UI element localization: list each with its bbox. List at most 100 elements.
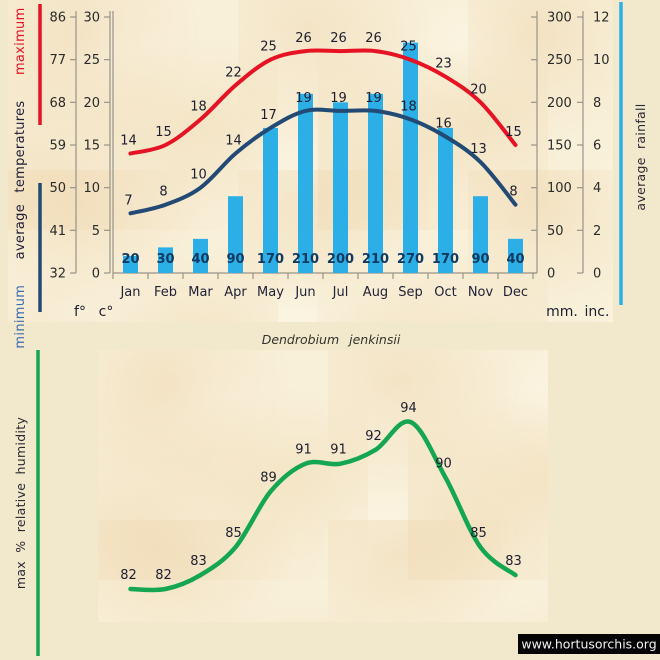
scale-tick-label: 4	[593, 181, 601, 196]
month-label: Dec	[503, 285, 528, 300]
temperature-value-label: 22	[225, 65, 242, 80]
scale-tick-label: 5	[92, 224, 100, 239]
humidity-panel	[98, 350, 548, 622]
temperature-value-label: 17	[260, 108, 277, 123]
scale-tick-label: 25	[83, 53, 100, 68]
temperature-value-label: 10	[190, 168, 207, 183]
month-label: Jul	[332, 285, 349, 300]
scale-tick-label: 2	[593, 224, 601, 239]
temperature-rainfall-chart: 8677685950413230252015105030025020015010…	[49, 11, 609, 301]
humidity-axis-title: max % relative humidity	[13, 417, 28, 590]
humidity-value-label: 82	[120, 568, 137, 583]
rainfall-bar	[333, 102, 348, 273]
temperature-axis-title: minimum average temperatures maximum	[13, 7, 28, 348]
rainfall-bar	[473, 196, 488, 273]
temperature-value-label: 19	[330, 91, 347, 106]
temperature-value-label: 13	[470, 142, 487, 157]
humidity-value-label: 85	[470, 526, 487, 541]
humidity-value-label: 92	[365, 429, 382, 444]
temperature-value-label: 8	[159, 185, 167, 200]
temperature-value-label: 15	[505, 125, 522, 140]
inches-scale: 12 10 8 6 4 2 0	[577, 11, 610, 282]
fahrenheit-scale: 86 77 68 59 50 41 32	[49, 11, 77, 282]
fahrenheit-unit-label: f°	[74, 304, 86, 320]
temperature-value-label: 7	[124, 193, 132, 208]
watermark: www.hortusorchis.org	[518, 634, 660, 654]
month-label: Jun	[294, 285, 315, 300]
month-label: Oct	[434, 285, 456, 300]
rainfall-bar	[438, 127, 453, 273]
rainfall-bar	[508, 238, 523, 273]
month-axis: Jan Feb Mar Apr May Jun Jul Aug Sep Oct Nov Dec	[112, 11, 537, 300]
scale-tick-label: 10	[593, 53, 610, 68]
month-label: Apr	[224, 285, 247, 300]
rainfall-value-label: 40	[506, 252, 524, 267]
temperature-value-label: 8	[509, 185, 517, 200]
humidity-value-label: 91	[295, 443, 312, 458]
month-label: Aug	[363, 285, 388, 300]
humidity-value-label: 82	[155, 568, 172, 583]
millimeters-unit-label: mm.	[546, 304, 578, 320]
scale-tick-label: 77	[49, 53, 66, 68]
rainfall-bar	[368, 93, 383, 273]
temperature-value-label: 18	[190, 99, 207, 114]
scale-tick-label: 300	[547, 11, 572, 26]
scale-tick-label: 250	[547, 53, 572, 68]
scale-tick-label: 59	[49, 139, 66, 154]
scale-tick-label: 32	[49, 267, 66, 282]
temperature-value-label: 18	[400, 99, 417, 114]
temperature-value-label: 26	[295, 31, 312, 46]
scale-tick-label: 50	[49, 181, 66, 196]
scale-tick-label: 86	[49, 11, 66, 26]
temperature-value-label: 19	[295, 91, 312, 106]
month-label: Mar	[188, 285, 213, 300]
rainfall-bar	[228, 196, 243, 273]
scale-tick-label: 100	[547, 181, 572, 196]
rainfall-bar	[123, 255, 138, 273]
rainfall-value-label: 210	[362, 252, 389, 267]
scale-tick-label: 0	[92, 267, 100, 282]
species-title: Dendrobium jenkinsii	[262, 332, 401, 347]
rainfall-value-label: 30	[156, 252, 174, 267]
temperature-value-label: 15	[155, 125, 172, 140]
humidity-line: 82 82 83 85 89 91 91 92 94 90 85 83	[120, 401, 522, 593]
rainfall-value-label: 210	[292, 252, 319, 267]
scale-tick-label: 0	[547, 267, 555, 282]
humidity-value-label: 83	[505, 554, 522, 569]
month-label: May	[257, 285, 284, 300]
scale-tick-label: 12	[593, 11, 610, 26]
celsius-scale: 30 25 20 15 10 5 0	[83, 11, 111, 282]
scale-tick-label: 20	[83, 96, 100, 111]
month-label: Nov	[468, 285, 494, 300]
celsius-unit-label: c°	[99, 304, 114, 320]
humidity-value-label: 89	[260, 471, 277, 486]
rainfall-value-label: 40	[191, 252, 209, 267]
scale-tick-label: 150	[547, 139, 572, 154]
scale-tick-label: 50	[547, 224, 564, 239]
scale-tick-label: 15	[83, 139, 100, 154]
humidity-value-label: 90	[435, 457, 452, 472]
scale-tick-label: 68	[49, 96, 66, 111]
temperature-value-label: 25	[400, 40, 417, 55]
rainfall-bars: 20 30 40 90 170 210 200 210 270 170 90 40	[121, 42, 525, 273]
watermark-text: www.hortusorchis.org	[521, 637, 656, 652]
temperature-value-label: 20	[470, 82, 487, 97]
scale-tick-label: 30	[83, 11, 100, 26]
temperature-value-label: 19	[365, 91, 382, 106]
scale-tick-label: 8	[593, 96, 601, 111]
min-temp-label-part: minimum	[13, 285, 28, 349]
month-label: Sep	[398, 285, 423, 300]
scale-tick-label: 41	[49, 224, 66, 239]
humidity-value-label: 83	[190, 554, 207, 569]
temperature-value-label: 26	[365, 31, 382, 46]
rainfall-value-label: 170	[257, 252, 284, 267]
scale-tick-label: 200	[547, 96, 572, 111]
max-temp-label-part: maximum	[13, 7, 28, 75]
humidity-value-label: 94	[400, 401, 417, 416]
rainfall-axis-title: average rainfall	[633, 103, 648, 210]
month-label: Jan	[119, 285, 140, 300]
inches-unit-label: inc.	[585, 304, 610, 320]
month-label: Feb	[154, 285, 177, 300]
rainfall-bar	[158, 247, 173, 273]
